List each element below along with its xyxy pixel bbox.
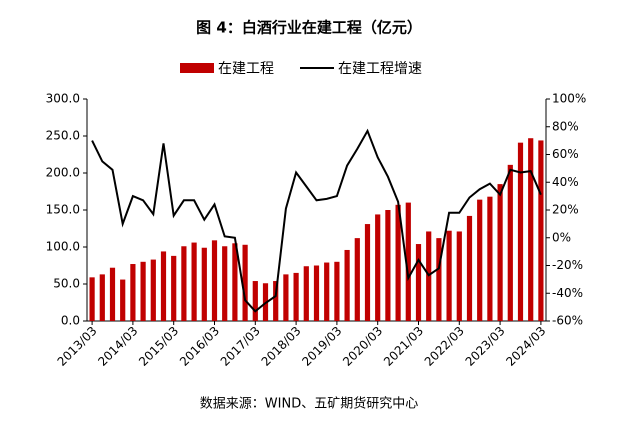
y-tick-label: 50.0	[53, 277, 80, 291]
x-tick-label: 2013/03	[55, 324, 100, 369]
bar	[375, 214, 381, 321]
bar	[477, 199, 483, 321]
bar	[446, 230, 452, 321]
bar	[324, 262, 330, 321]
bar	[517, 142, 524, 321]
x-tick-label: 2017/03	[218, 324, 263, 369]
y-tick-label: 150.0	[46, 203, 80, 217]
y2-tick-label: 40%	[552, 175, 579, 189]
bar	[160, 251, 167, 321]
bar	[528, 138, 534, 321]
bar	[385, 210, 391, 321]
bar	[395, 204, 401, 321]
x-tick-label: 2023/03	[463, 324, 508, 369]
y2-tick-label: 100%	[552, 92, 586, 106]
bar	[415, 244, 422, 321]
source-note: 数据来源：WIND、五矿期货研究中心	[200, 396, 418, 412]
y-tick-label: 200.0	[46, 166, 80, 180]
bar	[181, 246, 187, 321]
bar	[313, 265, 320, 321]
bar	[507, 164, 513, 321]
y-tick-label: 300.0	[46, 92, 80, 106]
bar	[273, 281, 279, 321]
bar	[405, 202, 411, 321]
x-tick-label: 2022/03	[422, 324, 467, 369]
bar	[456, 231, 462, 321]
bar	[150, 259, 156, 321]
bar	[89, 277, 95, 321]
x-tick-label: 2024/03	[503, 324, 548, 369]
y2-tick-label: 0%	[552, 230, 571, 244]
bar	[99, 274, 105, 321]
bar	[283, 274, 289, 321]
y2-tick-label: -20%	[552, 258, 583, 272]
y-tick-label: 0.0	[61, 314, 80, 328]
y2-tick-label: -40%	[552, 286, 583, 300]
x-tick-label: 2020/03	[340, 324, 385, 369]
bar	[222, 246, 228, 321]
x-tick-label: 2015/03	[136, 324, 181, 369]
bar	[120, 279, 126, 321]
y-tick-label: 250.0	[46, 129, 80, 143]
chart-title: 图 4：白酒行业在建工程（亿元）	[196, 19, 422, 37]
bar	[487, 196, 493, 321]
x-tick-label: 2016/03	[177, 324, 222, 369]
bar	[252, 281, 258, 321]
y2-tick-label: 80%	[552, 119, 579, 133]
y2-tick-label: 20%	[552, 203, 579, 217]
bar	[538, 140, 544, 321]
bar	[140, 261, 146, 321]
bar	[436, 238, 442, 321]
legend-label: 在建工程增速	[338, 61, 422, 77]
line	[91, 128, 542, 313]
bar	[191, 242, 197, 321]
bar	[242, 244, 248, 321]
bar	[293, 272, 299, 321]
x-tick-label: 2021/03	[381, 324, 426, 369]
legend-label: 在建工程	[218, 61, 274, 77]
bar	[109, 267, 116, 321]
x-tick-label: 2018/03	[259, 324, 304, 369]
y2-tick-label: -60%	[552, 314, 583, 328]
bar	[334, 261, 340, 321]
bar	[130, 264, 136, 321]
bar	[303, 266, 309, 321]
bar	[497, 184, 503, 321]
y-tick-label: 100.0	[46, 240, 80, 254]
bar	[171, 255, 177, 321]
legend-swatch	[180, 63, 214, 73]
bar	[201, 247, 207, 321]
bar	[364, 224, 371, 321]
bar	[344, 249, 350, 321]
bar	[211, 240, 218, 321]
x-tick-label: 2014/03	[95, 324, 140, 369]
y2-tick-label: 60%	[552, 147, 579, 161]
bar	[232, 243, 238, 321]
bar	[354, 238, 360, 321]
x-tick-label: 2019/03	[299, 324, 344, 369]
bar	[466, 215, 473, 321]
